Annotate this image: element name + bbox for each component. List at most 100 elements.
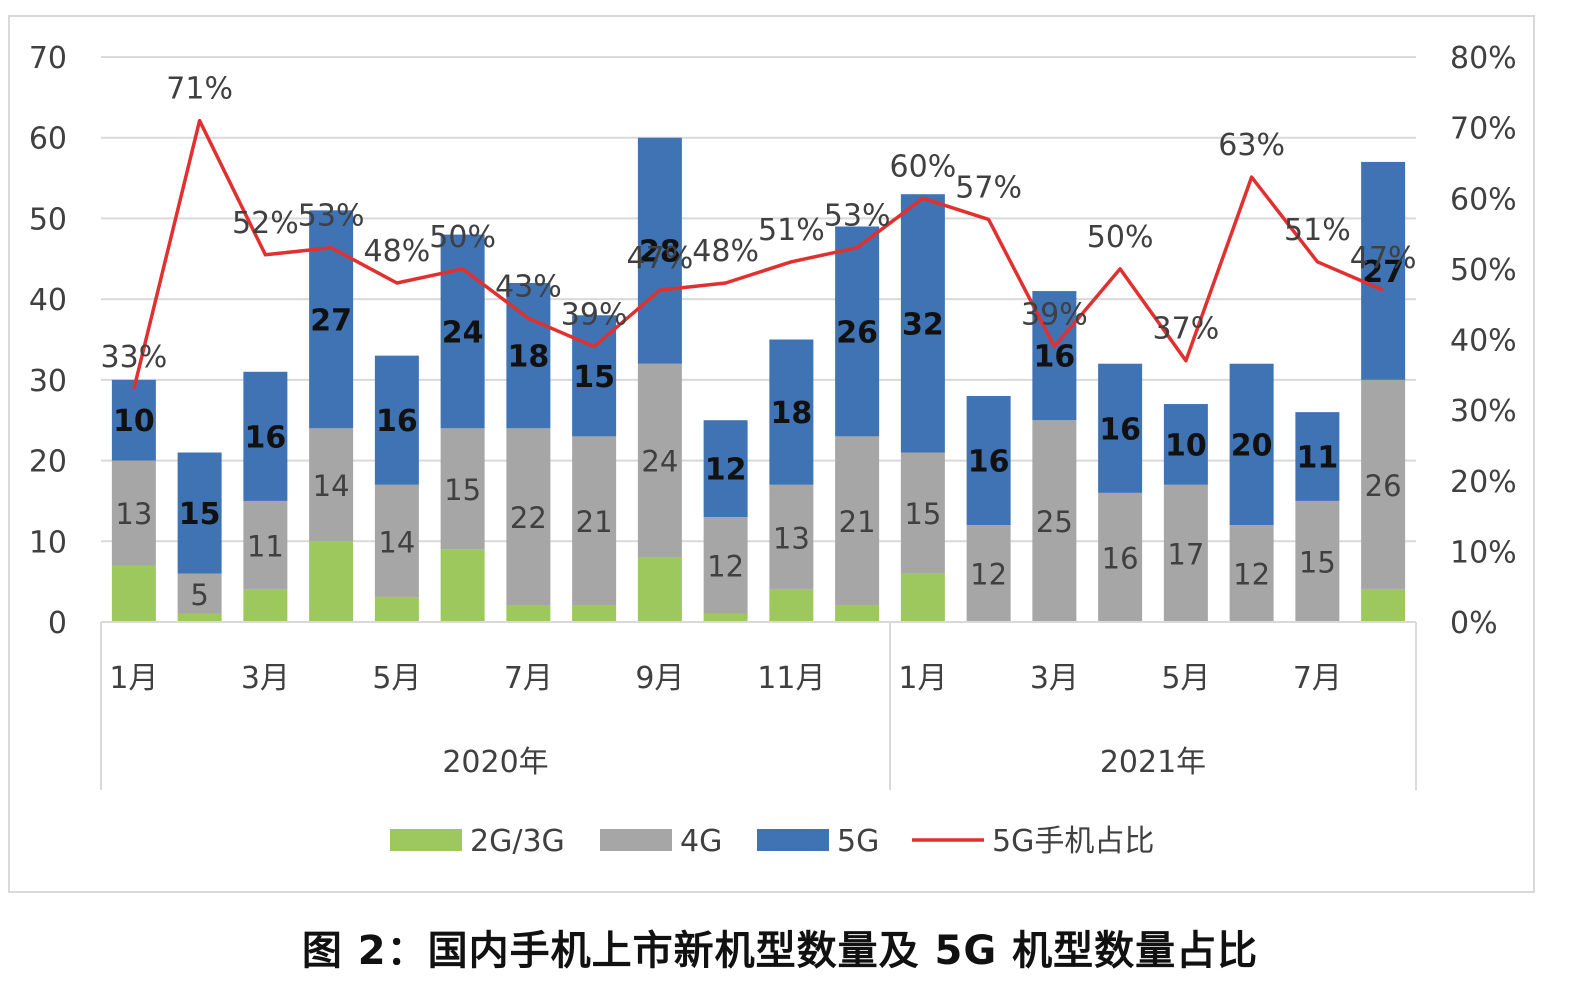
legend-swatch: [600, 829, 672, 851]
stacked-bar-line-chart: 0 10 20 30 40 50 60 70 0% 10% 20% 30% 40% 50% 60% 70% 80…: [29, 41, 1517, 859]
data-label-5g: 15: [179, 497, 221, 532]
legend-swatch: [390, 829, 462, 851]
y-left-tick-label: 30: [29, 364, 67, 399]
y-right-tick-label: 40%: [1450, 324, 1517, 359]
data-label-share: 47%: [627, 241, 694, 276]
x-tick-label: 3月: [241, 661, 290, 696]
data-label-5g: 10: [113, 404, 155, 439]
bar-2g3g: [506, 605, 551, 622]
bar-5g: [1163, 404, 1208, 485]
bar-2g3g: [769, 589, 814, 622]
bar-4g: [1032, 420, 1077, 622]
y-left-tick-label: 60: [29, 122, 67, 157]
bar-4g: [243, 500, 288, 590]
bar-4g: [1098, 492, 1143, 622]
data-label-5g: 32: [902, 307, 944, 342]
bar-2g3g: [243, 589, 288, 622]
line-5g-share: [132, 118, 1384, 390]
y-right-tick-label: 80%: [1450, 41, 1517, 76]
y-right-tick-label: 10%: [1450, 535, 1517, 570]
data-label-4g: 13: [773, 521, 810, 555]
legend-label: 4G: [680, 824, 722, 859]
y-right-tick-label: 0%: [1450, 606, 1498, 641]
bar-5g: [1229, 363, 1274, 526]
x-tick-label: 9月: [635, 661, 684, 696]
data-label-4g: 12: [707, 550, 744, 584]
bar-5g: [177, 452, 222, 574]
data-label-5g: 15: [573, 360, 615, 395]
data-label-5g: 16: [1099, 412, 1141, 447]
data-label-5g: 16: [376, 404, 418, 439]
legend-label: 2G/3G: [470, 824, 565, 859]
bar-4g: [1229, 525, 1274, 622]
data-label-share: 63%: [1218, 128, 1285, 163]
bar-2g3g: [900, 573, 945, 622]
y-right-tick-label: 70%: [1450, 112, 1517, 147]
data-label-5g: 16: [245, 420, 287, 455]
data-label-4g: 25: [1036, 505, 1073, 539]
bar-5g: [1295, 412, 1340, 501]
bar-4g: [309, 428, 354, 542]
data-label-5g: 16: [968, 445, 1010, 480]
data-label-share: 50%: [1087, 220, 1154, 255]
bar-5g: [703, 420, 748, 518]
data-label-4g: 14: [313, 469, 350, 503]
y-left-tick-label: 10: [29, 525, 67, 560]
data-label-share: 57%: [955, 170, 1022, 205]
chart-frame: [8, 15, 1535, 893]
bar-5g: [440, 234, 485, 429]
bar-4g: [177, 573, 222, 614]
bar-5g: [1361, 161, 1406, 380]
data-label-share: 48%: [364, 234, 431, 269]
data-label-4g: 21: [839, 505, 876, 539]
data-label-4g: 22: [510, 501, 547, 535]
bar-5g: [1032, 291, 1077, 421]
bar-5g: [769, 339, 814, 485]
bar-2g3g: [1361, 589, 1406, 622]
data-label-4g: 14: [378, 525, 415, 559]
y-left-tick-label: 20: [29, 445, 67, 480]
bar-5g: [111, 379, 156, 461]
x-tick-label: 1月: [898, 661, 947, 696]
data-label-5g: 24: [442, 315, 484, 350]
y-left-tick-label: 0: [48, 606, 67, 641]
x-tick-label: 11月: [757, 661, 825, 696]
year-group-label: 2020年: [442, 745, 548, 780]
x-tick-label: 3月: [1030, 661, 1079, 696]
y-right-tick-label: 30%: [1450, 394, 1517, 429]
data-label-4g: 15: [1299, 545, 1336, 579]
bar-4g: [703, 517, 748, 614]
bar-4g: [769, 484, 814, 590]
data-label-5g: 27: [310, 303, 352, 338]
bar-4g: [637, 363, 682, 558]
x-tick-label: 5月: [1161, 661, 1210, 696]
bar-4g: [111, 460, 156, 566]
bar-4g: [1163, 484, 1208, 622]
data-label-4g: 17: [1167, 537, 1204, 571]
data-label-share: 53%: [298, 199, 365, 234]
data-label-share: 52%: [232, 206, 299, 241]
bar-2g3g: [637, 557, 682, 622]
data-label-4g: 15: [904, 497, 941, 531]
data-label-4g: 16: [1102, 541, 1139, 575]
data-label-share: 50%: [429, 220, 496, 255]
x-tick-label: 1月: [109, 661, 158, 696]
y-right-tick-label: 60%: [1450, 182, 1517, 217]
data-label-5g: 10: [1165, 428, 1207, 463]
bar-4g: [900, 452, 945, 574]
y-left-tick-label: 70: [29, 41, 67, 76]
bar-5g: [835, 226, 880, 437]
data-label-5g: 18: [508, 340, 550, 375]
legend-label: 5G手机占比: [992, 824, 1154, 859]
data-label-share: 39%: [561, 298, 628, 333]
data-label-4g: 12: [1233, 558, 1270, 592]
y-right-tick-label: 50%: [1450, 253, 1517, 288]
data-label-share: 47%: [1350, 241, 1417, 276]
bar-4g: [1295, 500, 1340, 622]
data-label-5g: 28: [639, 235, 681, 270]
data-label-4g: 5: [190, 578, 208, 612]
data-label-4g: 26: [1365, 469, 1402, 503]
bar-5g: [374, 355, 419, 485]
y-left-tick-label: 50: [29, 202, 67, 237]
data-label-share: 39%: [1021, 298, 1088, 333]
